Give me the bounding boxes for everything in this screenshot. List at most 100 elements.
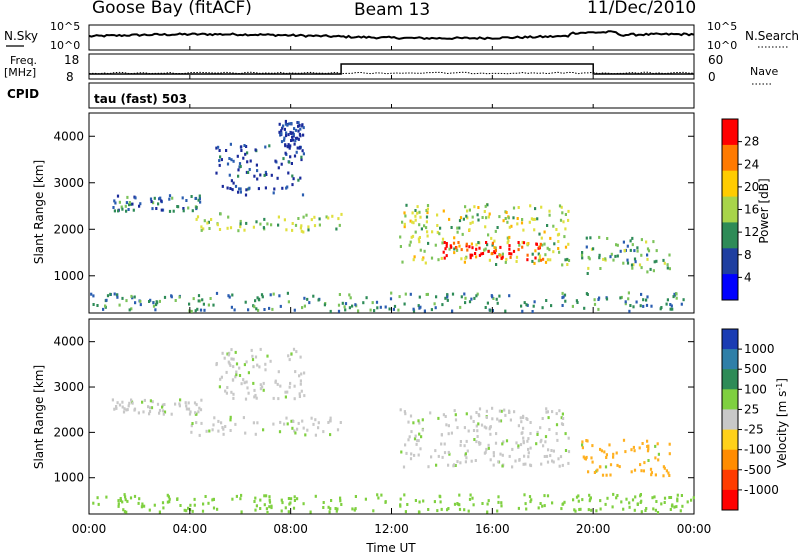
heatmap-cell [140, 505, 143, 509]
heatmap-cell [450, 226, 453, 229]
heatmap-cell [152, 201, 155, 205]
heatmap-cell [638, 263, 642, 267]
heatmap-cell [344, 302, 348, 306]
heatmap-cell [495, 297, 498, 301]
heatmap-cell [191, 209, 194, 213]
heatmap-cell [152, 301, 155, 305]
heatmap-cell [619, 296, 622, 300]
heatmap-cell [560, 416, 563, 420]
heatmap-cell [256, 421, 259, 425]
heatmap-cell [471, 215, 474, 219]
heatmap-cell [193, 401, 197, 405]
heatmap-cell [541, 417, 544, 420]
heatmap-cell [303, 394, 306, 398]
heatmap-cell [230, 179, 233, 183]
heatmap-cell [605, 453, 608, 457]
heatmap-cell [200, 421, 203, 425]
noise-left-label: N.Sky [4, 29, 38, 43]
heatmap-cell [447, 507, 450, 510]
heatmap-cell [325, 215, 328, 219]
heatmap-cell [228, 362, 231, 366]
heatmap-cell [532, 217, 535, 221]
heatmap-cell [298, 374, 301, 378]
heatmap-cell [227, 215, 230, 219]
heatmap-cell [336, 428, 340, 432]
heatmap-cell [293, 499, 296, 502]
heatmap-cell [301, 149, 304, 153]
heatmap-cell [436, 224, 439, 227]
heatmap-cell [240, 382, 243, 386]
heatmap-cell [168, 209, 172, 213]
heatmap-cell [425, 220, 428, 224]
heatmap-cell [158, 408, 162, 412]
heatmap-cell [634, 260, 637, 264]
y-tick-label: 2000 [53, 222, 84, 236]
heatmap-cell [484, 306, 487, 309]
heatmap-cell [168, 500, 171, 504]
heatmap-cell [288, 122, 291, 126]
heatmap-cell [639, 463, 642, 467]
heatmap-cell [161, 208, 165, 212]
heatmap-cell [650, 304, 653, 308]
heatmap-cell [453, 236, 456, 240]
heatmap-cell [475, 440, 478, 444]
heatmap-cell [128, 201, 131, 204]
power-panel-frame [88, 112, 695, 314]
heatmap-cell [229, 142, 232, 146]
heatmap-cell [477, 241, 480, 244]
heatmap-cell [484, 450, 487, 454]
heatmap-cell [496, 226, 499, 229]
heatmap-cell [141, 502, 144, 506]
heatmap-cell [659, 307, 662, 311]
heatmap-cell [436, 213, 439, 217]
heatmap-cell [153, 503, 156, 507]
colorbar-segment [722, 429, 738, 451]
heatmap-cell [330, 499, 333, 502]
heatmap-cell [397, 308, 400, 312]
heatmap-cell [215, 146, 218, 150]
heatmap-cell [624, 450, 627, 454]
heatmap-cell [277, 166, 280, 170]
heatmap-cell [409, 414, 413, 418]
heatmap-cell [244, 152, 247, 156]
heatmap-cell [293, 142, 296, 146]
heatmap-cell [300, 224, 303, 228]
heatmap-cell [605, 456, 608, 459]
heatmap-cell [567, 461, 570, 465]
heatmap-cell [251, 354, 254, 358]
heatmap-cell [660, 502, 663, 506]
heatmap-cell [168, 497, 171, 501]
heatmap-cell [668, 474, 671, 477]
x-tick-label: 00:00 [72, 522, 107, 536]
heatmap-cell [581, 256, 584, 260]
heatmap-cell [252, 365, 255, 369]
heatmap-cell [464, 205, 467, 209]
heatmap-cell [221, 426, 224, 429]
heatmap-cell [487, 443, 490, 447]
heatmap-cell [425, 226, 428, 230]
heatmap-cell [426, 292, 429, 296]
heatmap-cell [238, 374, 242, 377]
heatmap-cell [500, 409, 503, 413]
heatmap-cell [248, 168, 251, 171]
heatmap-cell [599, 447, 602, 451]
heatmap-cell [446, 508, 449, 512]
heatmap-cell [631, 236, 634, 240]
heatmap-cell [477, 218, 480, 222]
heatmap-cell [327, 216, 330, 220]
heatmap-cell [143, 398, 146, 402]
heatmap-cell [447, 432, 450, 436]
heatmap-cell [686, 500, 689, 504]
heatmap-cell [587, 470, 590, 474]
heatmap-cell [456, 460, 459, 464]
heatmap-cell [210, 218, 213, 221]
heatmap-cell [443, 256, 446, 260]
heatmap-cell [458, 226, 461, 230]
heatmap-cell [235, 362, 239, 366]
heatmap-cell [467, 509, 470, 513]
heatmap-cell [655, 259, 658, 263]
heatmap-cell [294, 223, 298, 227]
heatmap-cell [486, 502, 489, 506]
heatmap-cell [543, 504, 546, 508]
heatmap-cell [253, 500, 256, 503]
